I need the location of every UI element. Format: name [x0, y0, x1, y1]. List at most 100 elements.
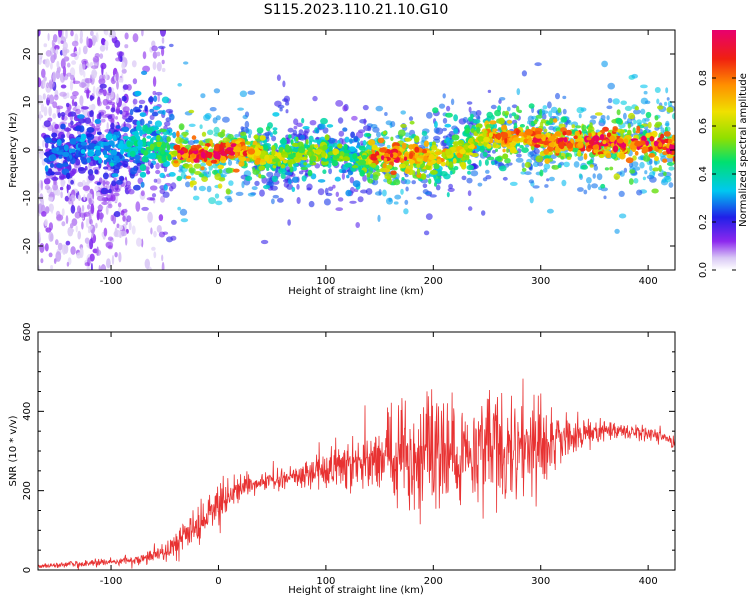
heat-cell: [105, 71, 108, 81]
heat-cell: [66, 102, 70, 108]
heat-cell: [182, 163, 190, 168]
heat-cell: [176, 175, 182, 182]
heat-cell: [487, 89, 492, 93]
heat-cell: [208, 197, 217, 205]
heat-cell: [213, 88, 221, 94]
heat-cell: [386, 197, 393, 205]
heat-cell: [609, 166, 614, 171]
heat-cell: [135, 201, 141, 212]
heat-cell: [302, 126, 310, 130]
heat-cell: [527, 140, 531, 145]
heat-cell: [219, 144, 224, 151]
heat-cell: [203, 114, 211, 121]
heat-cell: [337, 197, 344, 202]
heat-cell: [129, 141, 133, 147]
heat-cell: [215, 200, 223, 206]
heat-cell: [253, 134, 259, 140]
heat-cell: [337, 158, 342, 162]
heat-cell: [205, 160, 212, 166]
heat-cell: [560, 127, 567, 133]
heat-cell: [160, 195, 165, 203]
heat-cell: [476, 126, 481, 134]
heat-cell: [234, 152, 239, 159]
heat-cell: [470, 113, 474, 119]
heat-cell: [232, 146, 241, 153]
heat-cell: [110, 122, 115, 130]
heat-cell: [247, 192, 256, 197]
heat-cell: [312, 139, 321, 143]
heat-cell: [79, 95, 84, 106]
heat-cell: [309, 120, 317, 126]
heat-cell: [44, 58, 50, 68]
heat-cell: [54, 45, 60, 50]
heat-cell: [416, 168, 421, 176]
heat-cell: [652, 167, 660, 172]
heat-cell: [284, 171, 293, 176]
heat-cell: [315, 128, 320, 134]
snr-series: [38, 378, 675, 570]
heat-cell: [245, 157, 250, 162]
heat-cell: [258, 165, 266, 171]
heat-cell: [145, 146, 150, 151]
heat-cell: [118, 162, 122, 166]
heat-cell: [114, 252, 118, 258]
heat-cell: [86, 36, 89, 47]
heat-cell: [401, 142, 407, 150]
heat-cell: [434, 151, 443, 155]
heat-cell: [598, 154, 605, 158]
heat-cell: [42, 139, 45, 148]
heat-cell: [543, 163, 551, 170]
heat-cell: [321, 157, 329, 162]
heat-cell: [660, 127, 665, 134]
heat-cell: [62, 151, 70, 157]
heat-cell: [651, 188, 659, 194]
heat-cell: [42, 79, 46, 85]
heat-cell: [201, 176, 209, 183]
heat-cell: [183, 134, 187, 138]
heat-cell: [177, 83, 182, 87]
heat-cell: [509, 113, 512, 119]
heat-cell: [350, 131, 355, 139]
heat-cell: [107, 144, 111, 152]
heat-cell: [401, 177, 405, 181]
heat-cell: [664, 101, 668, 106]
heat-cell: [123, 163, 128, 168]
heat-cell: [240, 131, 247, 136]
heat-cell: [72, 80, 81, 85]
heat-cell: [390, 170, 397, 176]
heat-cell: [421, 130, 428, 136]
heat-cell: [63, 56, 70, 62]
heat-cell: [672, 155, 675, 162]
heat-cell: [287, 219, 291, 226]
heat-cell: [144, 258, 150, 269]
heat-cell: [440, 161, 446, 167]
heat-cell: [66, 172, 71, 180]
heat-cell: [139, 129, 143, 137]
heat-cell: [109, 162, 115, 167]
heat-cell: [271, 175, 278, 183]
heat-cell: [457, 139, 465, 146]
heat-cell: [169, 113, 175, 121]
heat-cell: [150, 162, 154, 169]
heat-cell: [465, 154, 470, 161]
heat-cell: [135, 109, 142, 113]
heat-cell: [92, 158, 97, 166]
heat-cell: [96, 195, 105, 202]
heat-cell: [84, 117, 92, 124]
heat-cell: [153, 126, 159, 131]
heat-cell: [446, 192, 450, 198]
heat-cell: [669, 143, 673, 152]
heat-cell: [289, 158, 295, 165]
y-tick-label: 20: [22, 48, 33, 61]
heat-cell: [516, 129, 520, 136]
heat-cell: [633, 109, 641, 115]
y-tick-label: 200: [22, 481, 33, 500]
heat-cell: [112, 134, 117, 142]
heat-cell: [616, 138, 624, 144]
heat-cell: [77, 181, 84, 187]
heat-cell: [66, 184, 71, 190]
heat-cell: [84, 89, 91, 94]
heat-cell: [97, 205, 104, 210]
heat-cell: [662, 151, 668, 156]
